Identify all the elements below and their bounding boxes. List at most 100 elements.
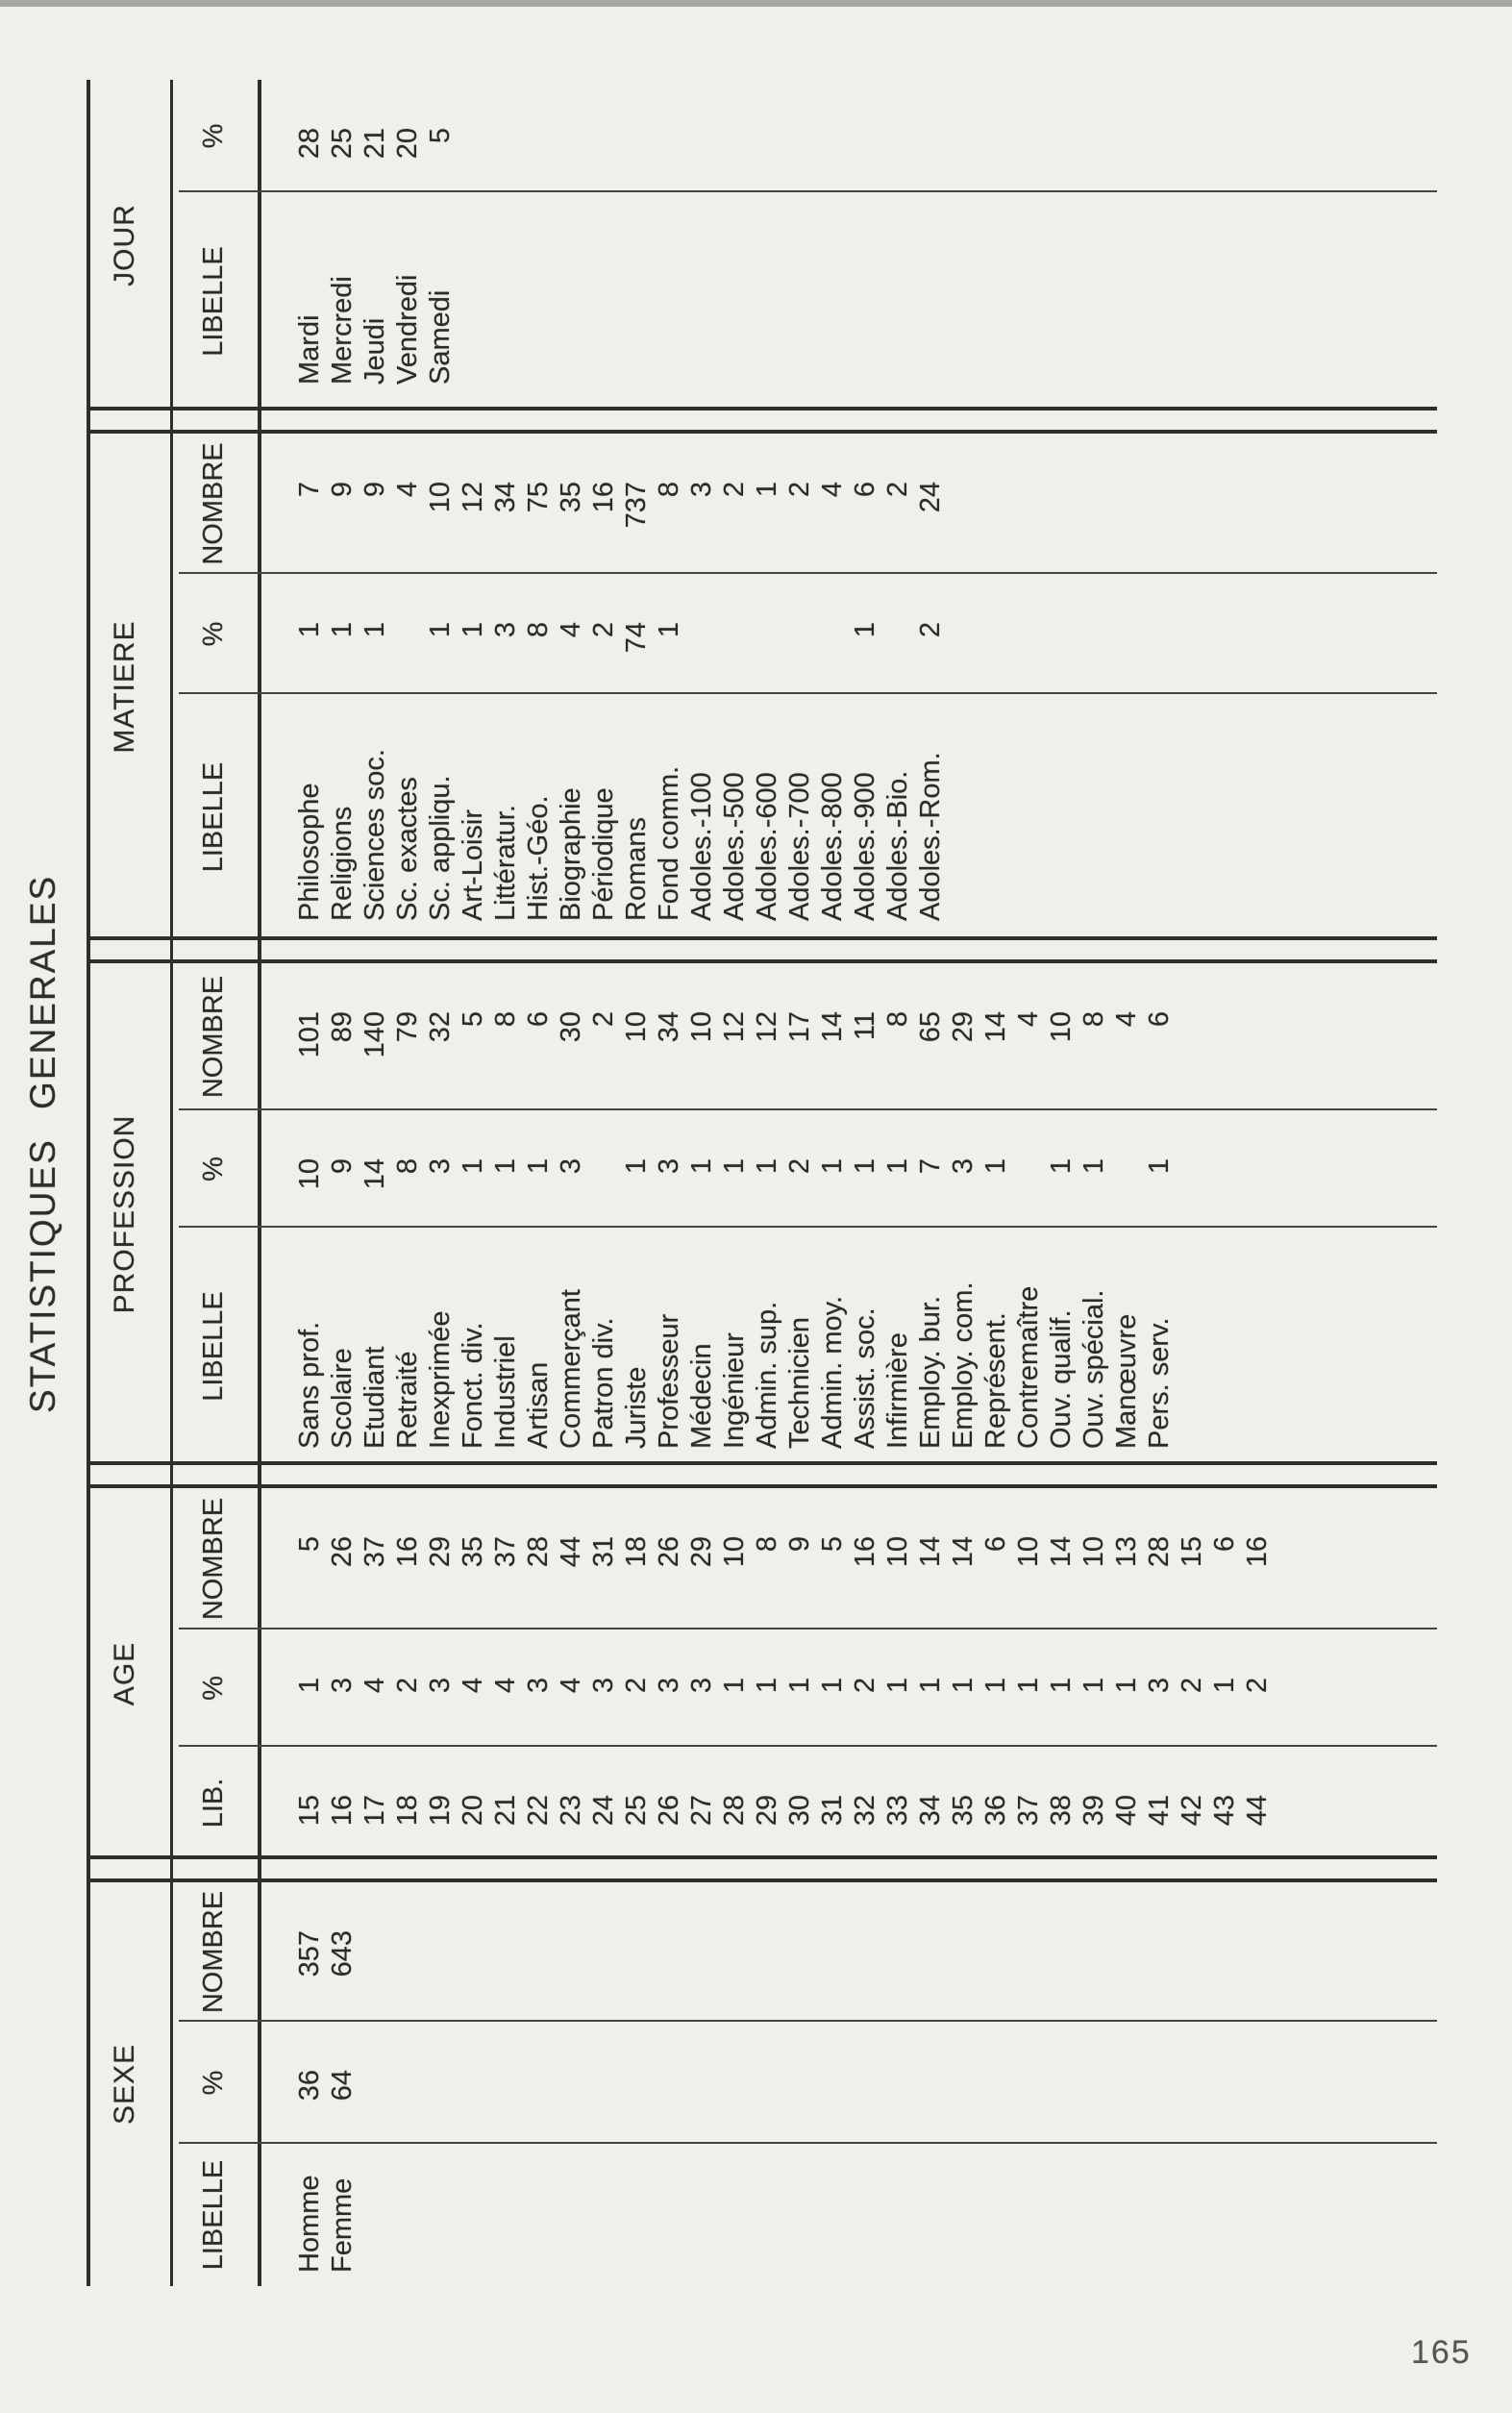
cell-age-value: 4 [490, 1678, 521, 1694]
cell-matiere-label: Sciences soc. [359, 749, 390, 921]
cell-age-value: 1 [752, 1678, 782, 1694]
cell-age-value: 28 [523, 1536, 554, 1568]
column-separator-line [179, 1628, 1437, 1629]
cell-matiere-label: Biographie [556, 787, 586, 921]
cell-age-value: 26 [654, 1795, 684, 1827]
cell-age-value: 3 [654, 1678, 684, 1694]
cell-matiere-value: 10 [425, 482, 456, 513]
cell-profession-label: Assist. soc. [850, 1307, 880, 1449]
page-number: 165 [1411, 2334, 1472, 2371]
cell-profession-label: Scolaire [327, 1348, 358, 1449]
cell-age-value: 43 [1209, 1795, 1240, 1827]
cell-matiere-label: Sc. exactes [392, 777, 423, 921]
cell-matiere-label: Romans [621, 817, 652, 921]
cell-age-value: 16 [392, 1536, 423, 1568]
cell-jour-label: Mardi [294, 314, 325, 385]
cell-profession-value: 14 [359, 1158, 390, 1190]
cell-matiere-value: 2 [719, 482, 750, 498]
cell-age-value: 1 [948, 1678, 979, 1694]
cell-profession-value: 1 [490, 1158, 521, 1175]
cell-profession-label: Ouv. spécial. [1078, 1289, 1109, 1449]
cell-age-value: 3 [588, 1678, 619, 1694]
cell-age-value: 36 [980, 1795, 1011, 1827]
section-name-sexe: SEXE [109, 2043, 140, 2126]
cell-matiere-label: Adoles.-700 [784, 772, 815, 921]
cell-profession-label: Industriel [490, 1335, 521, 1449]
cell-sexe-label: Femme [327, 2177, 358, 2273]
cell-age-value: 10 [719, 1536, 750, 1568]
cell-matiere-value: 6 [850, 482, 880, 498]
cell-matiere-value: 1 [359, 622, 390, 638]
cell-profession-label: Technicien [784, 1316, 815, 1449]
cell-profession-value: 8 [392, 1158, 423, 1175]
cell-profession-value: 9 [327, 1158, 358, 1175]
cell-profession-label: Retraité [392, 1351, 423, 1449]
column-header-pct: % [198, 123, 229, 149]
section-separator-line [87, 1461, 1437, 1465]
cell-age-value: 37 [490, 1536, 521, 1568]
column-header-lib: LIB. [198, 1778, 229, 1828]
cell-profession-label: Fonct. div. [458, 1322, 488, 1449]
cell-matiere-value: 4 [817, 482, 848, 498]
cell-age-value: 5 [294, 1536, 325, 1553]
cell-profession-value: 3 [556, 1158, 586, 1175]
cell-age-value: 27 [686, 1795, 717, 1827]
cell-age-value: 2 [392, 1678, 423, 1694]
cell-profession-value: 2 [784, 1158, 815, 1175]
cell-matiere-value: 34 [490, 482, 521, 513]
cell-profession-value: 1 [719, 1158, 750, 1175]
cell-profession-label: Admin. moy. [817, 1295, 848, 1449]
cell-age-value: 18 [621, 1536, 652, 1568]
cell-matiere-value: 1 [425, 622, 456, 638]
column-header-pct: % [198, 621, 229, 647]
cell-profession-label: Manœuvre [1111, 1313, 1142, 1449]
cell-matiere-value: 35 [556, 482, 586, 513]
cell-age-value: 16 [1242, 1536, 1273, 1568]
column-separator-line [179, 2142, 1437, 2144]
cell-profession-value: 89 [327, 1011, 358, 1043]
section-separator-line [87, 1855, 1437, 1859]
cell-profession-label: Médecin [686, 1343, 717, 1449]
cell-profession-value: 6 [523, 1011, 554, 1028]
page-title: STATISTIQUES GENERALES [23, 874, 62, 1413]
column-separator-line [179, 1745, 1437, 1747]
cell-age-value: 24 [588, 1795, 619, 1827]
column-header-pct: % [198, 2070, 229, 2096]
cell-age-value: 28 [719, 1795, 750, 1827]
cell-jour-value: 28 [294, 128, 325, 160]
cell-profession-label: Patron div. [588, 1317, 619, 1449]
cell-jour-label: Vendredi [392, 274, 423, 386]
cell-matiere-label: Philosophe [294, 783, 325, 922]
cell-age-value: 22 [523, 1795, 554, 1827]
cell-profession-value: 4 [1013, 1011, 1044, 1028]
cell-age-value: 31 [588, 1536, 619, 1568]
cell-age-value: 33 [882, 1795, 913, 1827]
cell-matiere-label: Adoles.-Bio. [882, 770, 913, 921]
cell-matiere-value: 16 [588, 482, 619, 513]
column-header-pct: % [198, 1157, 229, 1182]
cell-matiere-value: 4 [392, 482, 423, 498]
cell-age-value: 8 [752, 1536, 782, 1553]
cell-matiere-value: 8 [654, 482, 684, 498]
cell-age-value: 16 [327, 1795, 358, 1827]
cell-matiere-label: Religions [327, 806, 358, 921]
column-separator-line [179, 2020, 1437, 2022]
cell-age-value: 1 [915, 1678, 946, 1694]
cell-age-value: 13 [1111, 1536, 1142, 1568]
cell-age-value: 31 [817, 1795, 848, 1827]
cell-profession-label: Représent. [980, 1312, 1011, 1449]
cell-jour-value: 20 [392, 128, 423, 160]
cell-age-value: 17 [359, 1795, 390, 1827]
cell-age-value: 1 [817, 1678, 848, 1694]
cell-profession-value: 10 [686, 1011, 717, 1043]
cell-age-value: 18 [392, 1795, 423, 1827]
scan-top-edge [0, 0, 1512, 7]
cell-profession-value: 1 [980, 1158, 1011, 1175]
cell-profession-value: 1 [458, 1158, 488, 1175]
cell-age-value: 6 [1209, 1536, 1240, 1553]
cell-age-value: 42 [1177, 1795, 1207, 1827]
cell-profession-value: 1 [686, 1158, 717, 1175]
section-separator-line [87, 1484, 1437, 1488]
cell-age-value: 2 [1242, 1678, 1273, 1694]
